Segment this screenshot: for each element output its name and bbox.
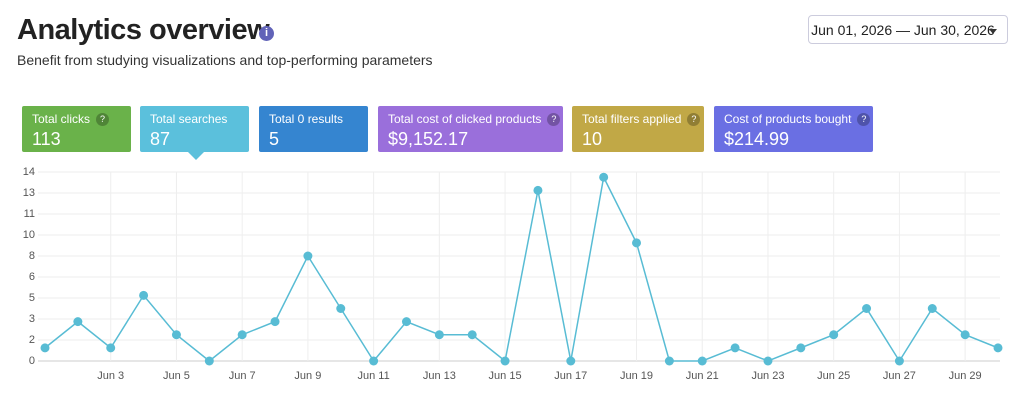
x-tick-label: Jun 29 (949, 370, 982, 382)
point (237, 330, 247, 340)
x-tick-label: Jun 5 (163, 370, 190, 382)
point (171, 330, 181, 340)
y-tick-label: 14 (23, 166, 35, 178)
card-label-row: Total filters applied? (582, 112, 701, 126)
point (139, 290, 149, 300)
point (73, 317, 83, 327)
metric-card[interactable]: Total 0 results 5 (259, 106, 368, 152)
x-tick-label: Jun 3 (97, 370, 124, 382)
card-label: Total 0 results (269, 112, 344, 126)
y-tick-label: 13 (23, 187, 35, 199)
card-value: 10 (582, 129, 603, 149)
point (40, 343, 50, 353)
point (993, 343, 1003, 353)
metric-card[interactable]: Total clicks? 113 (22, 106, 131, 152)
card-value: 87 (150, 129, 171, 149)
x-tick-label: Jun 23 (751, 370, 784, 382)
point (927, 304, 937, 313)
point (369, 356, 379, 366)
y-tick-label: 8 (29, 250, 35, 262)
point (763, 356, 773, 366)
point (730, 343, 740, 353)
point (204, 356, 214, 366)
line (44, 174, 999, 363)
point (894, 356, 904, 366)
x-tick-label: Jun 21 (686, 370, 719, 382)
card-label: Total cost of clicked products (388, 112, 542, 126)
card-label: Total clicks (32, 112, 91, 126)
y-tick-label: 11 (24, 208, 35, 220)
card-label-row: Total clicks? (32, 112, 121, 126)
y-tick-label: 10 (23, 229, 35, 241)
x-tick-label: Jun 7 (229, 370, 256, 382)
point (106, 343, 116, 353)
card-value: $214.99 (724, 129, 790, 149)
x-tick-label: Jun 15 (489, 370, 522, 382)
metric-card[interactable]: Cost of products bought? $214.99 (714, 106, 873, 152)
x-tick-label: Jun 11 (358, 370, 390, 382)
card-label-row: Total cost of clicked products? (388, 112, 561, 126)
date-range: Jun 01, 2026 — Jun 30, 2026 (811, 22, 995, 38)
point (829, 330, 839, 340)
metric-card[interactable]: Total filters applied? 10 (572, 106, 704, 152)
x-tick-label: Jun 9 (294, 370, 321, 382)
y-tick-label: 6 (29, 271, 35, 283)
card-label-row: Total 0 results (269, 112, 358, 126)
card-value: 5 (269, 129, 280, 149)
x-tick-label: Jun 27 (883, 370, 916, 382)
x-tick-label: Jun 13 (423, 370, 456, 382)
point (566, 356, 576, 366)
help-badge: ? (687, 113, 701, 126)
point (401, 317, 411, 327)
point (599, 172, 609, 182)
metric-card[interactable]: Total cost of clicked products? $9,152.17 (378, 106, 563, 152)
metric-card[interactable]: Total searches 87 (140, 106, 249, 160)
active-arrow (188, 152, 204, 160)
point (336, 304, 346, 313)
x-tick-label: Jun 19 (620, 370, 653, 382)
point (862, 304, 872, 313)
point (664, 356, 674, 366)
point (467, 330, 477, 340)
x-tick-label: Jun 25 (817, 370, 850, 382)
help-badge: ? (547, 113, 561, 126)
card-label: Total searches (150, 112, 228, 126)
point (500, 356, 510, 366)
date-range-button[interactable]: Jun 01, 2026 — Jun 30, 2026 (808, 15, 1008, 44)
card-label: Cost of products bought (724, 112, 852, 126)
help-badge: ? (857, 113, 871, 126)
point (632, 238, 642, 248)
chart: 0 2 3 5 6 8 10 11 13 14 Jun 3 Jun 5 Jun 7 Jun 9 Jun 11… (23, 166, 1003, 382)
point (434, 330, 444, 340)
card-label-row: Cost of products bought? (724, 112, 871, 126)
y-tick-label: 0 (29, 355, 35, 367)
point (270, 317, 280, 327)
page-title: Analytics overview (17, 14, 270, 46)
point (960, 330, 970, 340)
point (697, 356, 707, 366)
help-badge: ? (96, 113, 110, 126)
y-tick-label: 2 (29, 334, 35, 346)
subtitle: Benefit from studying visualizations and… (17, 52, 433, 68)
y-tick-label: 3 (29, 313, 35, 325)
card-value: $9,152.17 (388, 129, 469, 149)
point (533, 185, 543, 195)
info-icon[interactable]: i (259, 26, 274, 41)
point (303, 251, 313, 261)
card-value: 113 (32, 129, 61, 149)
card-label: Total filters applied (582, 112, 682, 126)
caret (989, 29, 997, 34)
y-tick-label: 5 (29, 292, 35, 304)
point (796, 343, 806, 353)
x-tick-label: Jun 17 (554, 370, 587, 382)
card-label-row: Total searches (150, 112, 239, 126)
